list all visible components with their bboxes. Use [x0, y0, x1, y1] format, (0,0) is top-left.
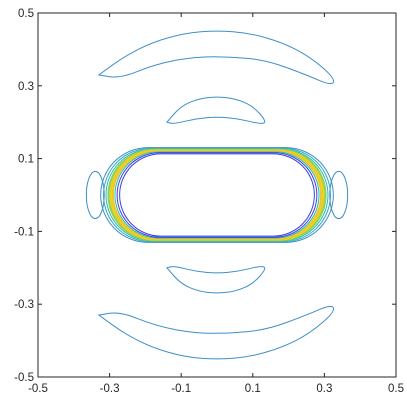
- x-tick-label: 0.1: [245, 383, 261, 395]
- right-side-lobe: [329, 170, 349, 220]
- x-tick-label: 0.5: [388, 383, 404, 395]
- y-tick-label: 0.3: [18, 81, 34, 93]
- lower-outer-arc: [97, 305, 335, 360]
- contour-ring-8: [116, 152, 318, 238]
- axes-box: [37, 12, 397, 378]
- axis-tick-labels: -0.5 -0.3 -0.1 0.1 0.3 0.5 0.5 0.3 0.1 -0.1 -0.3 -0…: [14, 8, 404, 395]
- y-tick-label: 0.1: [18, 154, 34, 166]
- y-tick-label: -0.3: [14, 299, 34, 311]
- upper-inner-arc: [165, 96, 266, 124]
- x-tick-label: 0.3: [316, 383, 332, 395]
- y-tick-label: 0.5: [18, 8, 34, 20]
- y-tick-label: -0.5: [14, 372, 34, 384]
- contour-ring-7: [114, 151, 320, 239]
- y-tick-label: -0.1: [14, 226, 34, 238]
- upper-outer-arc: [97, 30, 335, 85]
- contour-ring-9: [119, 153, 315, 237]
- lower-inner-arc: [165, 266, 266, 294]
- axis-ticks: [37, 12, 397, 378]
- contour-ring-2: [103, 147, 331, 243]
- contour-ring-6: [111, 150, 323, 240]
- x-tick-label: -0.1: [171, 383, 191, 395]
- contour-ring-1: [100, 147, 334, 243]
- x-tick-label: -0.3: [100, 383, 120, 395]
- left-side-lobe: [85, 170, 105, 220]
- contour-lines: [85, 30, 349, 360]
- x-tick-label: -0.5: [28, 383, 48, 395]
